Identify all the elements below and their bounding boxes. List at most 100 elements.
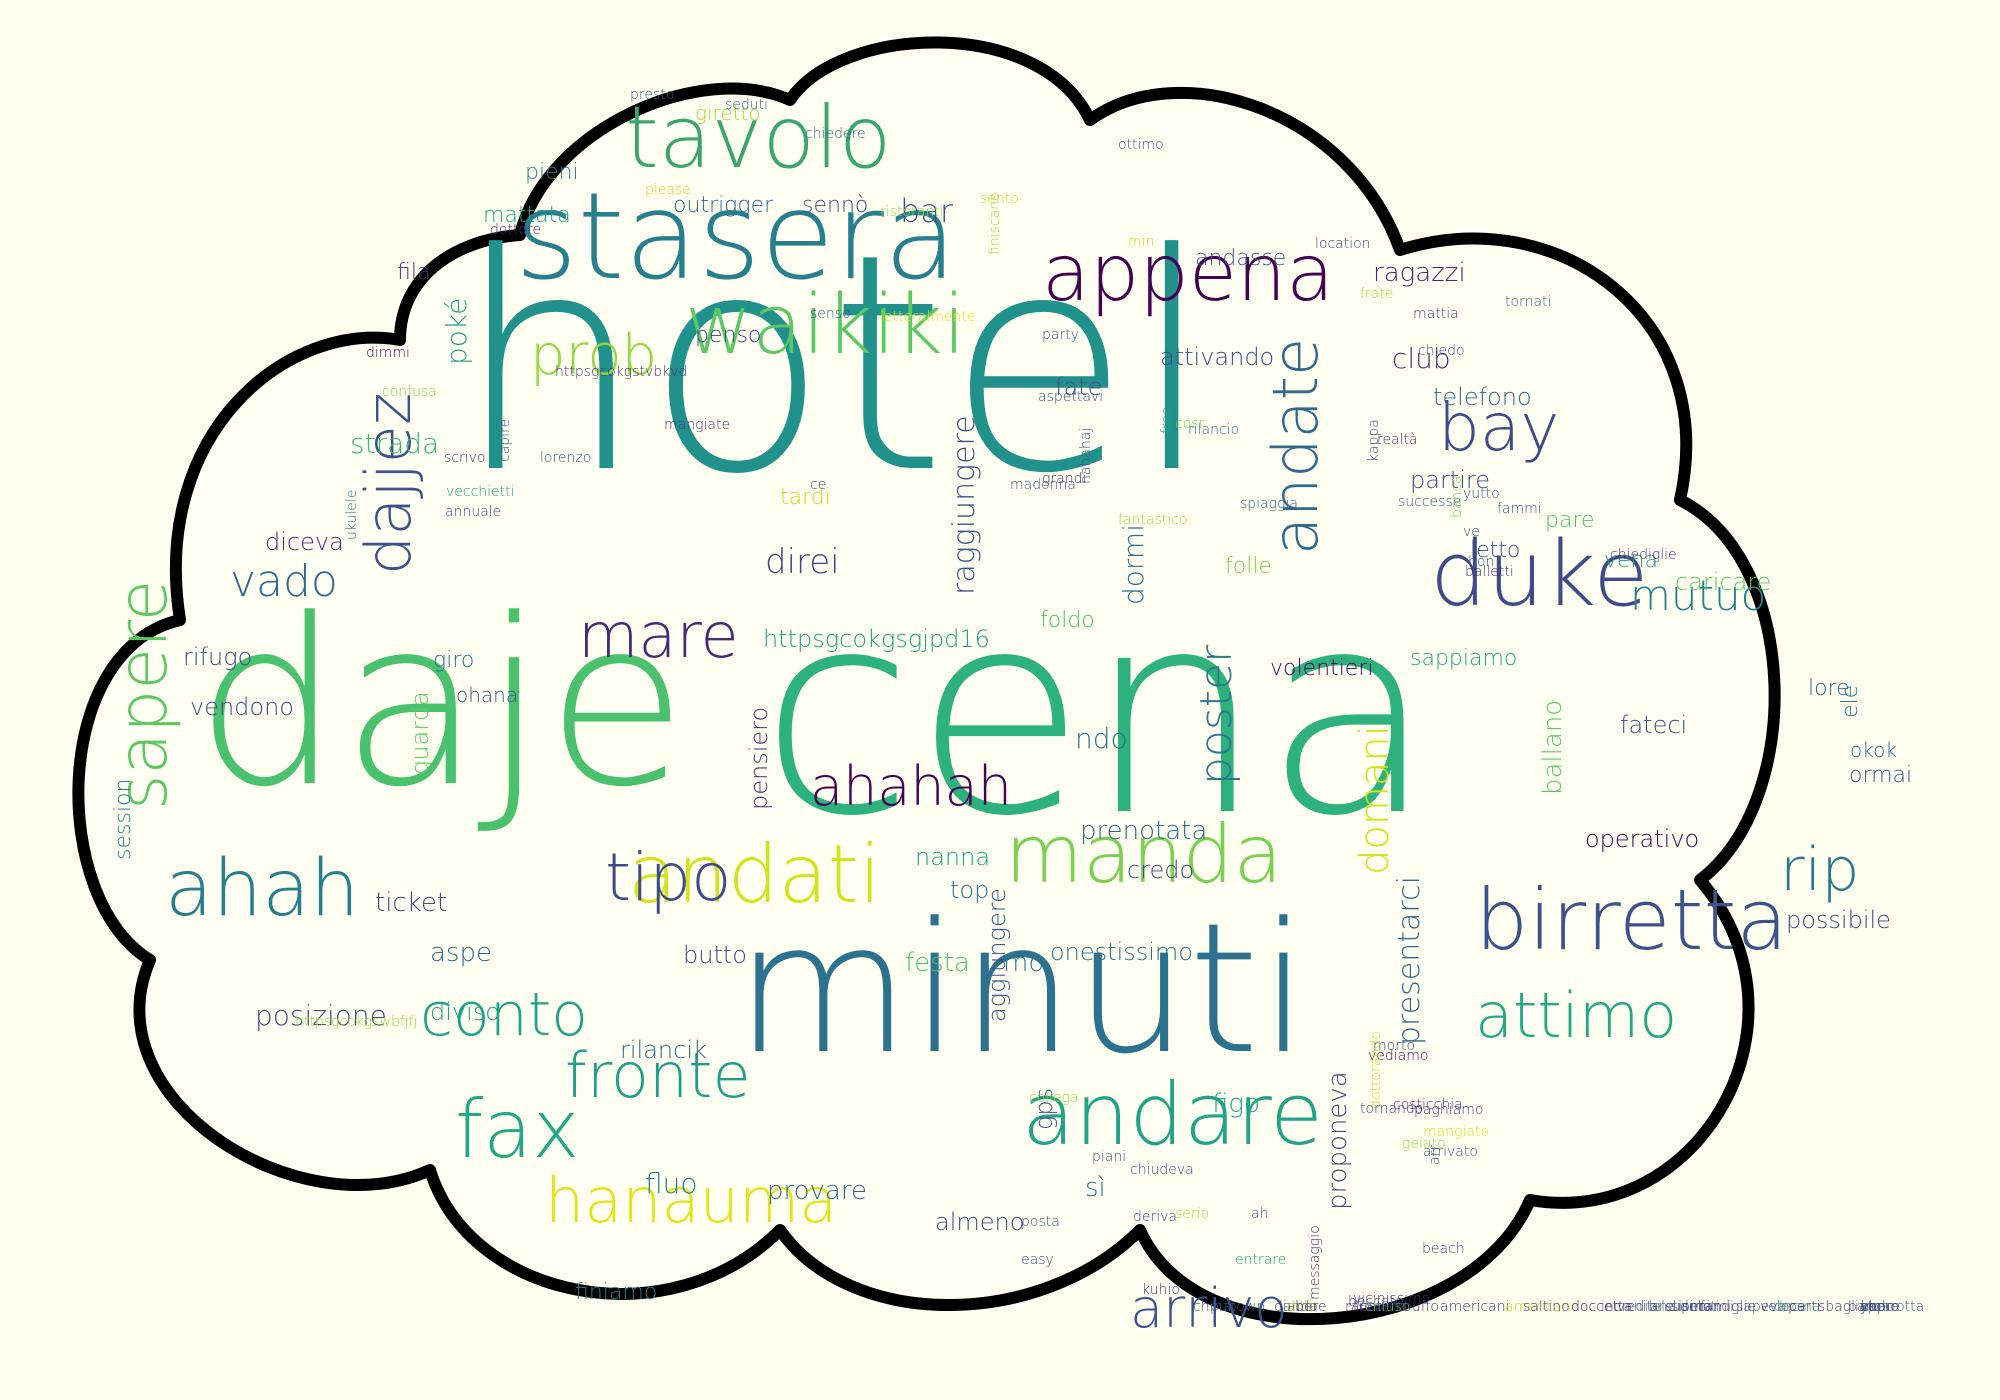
- cloud-word: grandi: [1042, 471, 1087, 487]
- cloud-word: mandi: [1690, 1299, 1734, 1315]
- cloud-word: credo: [1127, 856, 1195, 884]
- cloud-word: chiedere: [805, 126, 866, 142]
- cloud-word: rifugo: [183, 643, 253, 671]
- cloud-word: kk: [1860, 1299, 1877, 1315]
- cloud-word: aggiungere: [983, 888, 1011, 1022]
- cloud-word: sapeva: [1736, 1299, 1787, 1315]
- cloud-word: sapere: [104, 579, 183, 810]
- cloud-word: tardi: [780, 485, 831, 510]
- cloud-word: party: [1042, 327, 1079, 343]
- cloud-word: attivando: [1160, 343, 1275, 371]
- cloud-word: festa: [905, 948, 970, 978]
- cloud-word: ukulele: [344, 489, 360, 540]
- cloud-word: sisi: [1671, 1299, 1694, 1315]
- cloud-word: capire: [497, 418, 513, 462]
- cloud-outline: [72, 36, 1781, 1326]
- cloud-word: messaggio: [1307, 1225, 1323, 1300]
- cloud-word: banca: [1449, 475, 1465, 518]
- cloud-word: club: [1392, 342, 1451, 375]
- cloud-word: scrivo: [444, 450, 486, 466]
- cloud-word: ve: [1463, 524, 1480, 540]
- cloud-word: dottore: [490, 222, 542, 238]
- cloud-word: penso: [695, 323, 762, 348]
- cloud-word: presto: [630, 87, 675, 103]
- cloud-word: lore: [1808, 676, 1850, 701]
- cloud-word: free: [1159, 406, 1175, 434]
- cloud-word: super: [1665, 1299, 1705, 1315]
- cloud-word: provare: [767, 1176, 867, 1206]
- cloud-word: ce: [810, 477, 827, 493]
- cloud-word: diceva: [265, 528, 344, 556]
- cloud-word: butto: [683, 941, 747, 969]
- cloud-word: possibile: [1786, 906, 1891, 934]
- cloud-word: vecchietti: [446, 484, 515, 500]
- cloud-word: deriva: [1133, 1209, 1178, 1225]
- cloud-word: letto: [1470, 538, 1521, 563]
- cloud-word: aspettavi: [1038, 389, 1104, 405]
- cloud-word: realtà: [1377, 432, 1418, 448]
- cloud-word: dajjez: [352, 392, 425, 576]
- cloud-word: ottimo: [1118, 137, 1164, 153]
- cloud-word: okok: [1850, 738, 1897, 762]
- cloud-word: vado: [230, 556, 338, 607]
- cloud-word: mutuo: [1630, 571, 1767, 620]
- cloud-word: mangiate: [664, 417, 731, 433]
- cloud-word: tavolo: [625, 88, 892, 188]
- cloud-word: bay: [1438, 389, 1560, 466]
- cloud-word: finiamo: [575, 1280, 658, 1305]
- cloud-word: andiamo: [1650, 1299, 1712, 1315]
- cloud-word: bancarotta: [1848, 1299, 1925, 1315]
- cloud-word: easy: [1021, 1252, 1054, 1268]
- cloud-word: diviso: [430, 998, 500, 1026]
- cloud-word: hanauma: [545, 1164, 838, 1237]
- cloud-word: doccetta: [1571, 1299, 1633, 1315]
- cloud-word: collega: [1029, 1090, 1079, 1106]
- cloud-word: buffo: [1403, 1299, 1439, 1315]
- cloud-word: yutto: [1463, 486, 1500, 502]
- cloud-word: venite: [1617, 1299, 1661, 1315]
- cloud-word: aspe: [430, 938, 492, 968]
- cloud-word: parti: [1788, 1299, 1821, 1315]
- cloud-word: minuti: [735, 885, 1310, 1094]
- cloud-word: yep: [1860, 1299, 1886, 1315]
- cloud-word: annuale: [445, 504, 502, 520]
- cloud-word: prob: [530, 323, 658, 388]
- cloud-word: session: [111, 778, 136, 860]
- cloud-word: cena: [760, 552, 1436, 878]
- cloud-word: poster: [1191, 644, 1242, 785]
- cloud-word: kuhio: [1142, 1282, 1180, 1298]
- cloud-word: ristoranti: [880, 204, 944, 220]
- cloud-word: nanna: [915, 843, 991, 871]
- cloud-word: andasse: [1195, 246, 1287, 271]
- cloud-word: americano: [1505, 1299, 1580, 1315]
- cloud-word: ticket: [375, 888, 448, 918]
- cloud-word: vicinissimo: [1353, 1291, 1431, 1307]
- cloud-word: tornati: [1505, 294, 1552, 310]
- cloud-word: rilancio: [1188, 422, 1240, 438]
- cloud-word: chinatown: [1193, 1299, 1266, 1315]
- cloud-word: pensiero: [745, 706, 773, 810]
- cloud-word: chiuso: [1365, 1299, 1411, 1315]
- cloud-word: pieni: [525, 160, 579, 185]
- cloud-word: domani: [1352, 725, 1398, 875]
- cloud-word: chiudeva: [1130, 1162, 1194, 1178]
- cloud-word: spiaggia: [1240, 496, 1298, 512]
- cloud-word: mangiato: [1423, 1124, 1490, 1140]
- cloud-word: strada: [350, 427, 440, 460]
- cloud-word: vendono: [190, 693, 294, 721]
- cloud-word: sbagliato: [1818, 1299, 1882, 1315]
- cloud-word: gelato: [1402, 1136, 1446, 1152]
- cloud-word: saltino: [1523, 1299, 1570, 1315]
- cloud-word: lorenzo: [540, 450, 592, 466]
- cloud-word: giretto: [695, 101, 761, 125]
- cloud-word: dimmi: [366, 345, 410, 361]
- cloud-word: min: [1128, 234, 1155, 250]
- cloud-word: ormai: [1849, 763, 1913, 788]
- cloud-word: decina: [1774, 1299, 1821, 1315]
- cloud-word: giro: [433, 648, 475, 673]
- cloud-word: tipo: [605, 839, 732, 916]
- cloud-word: vena: [1604, 548, 1658, 573]
